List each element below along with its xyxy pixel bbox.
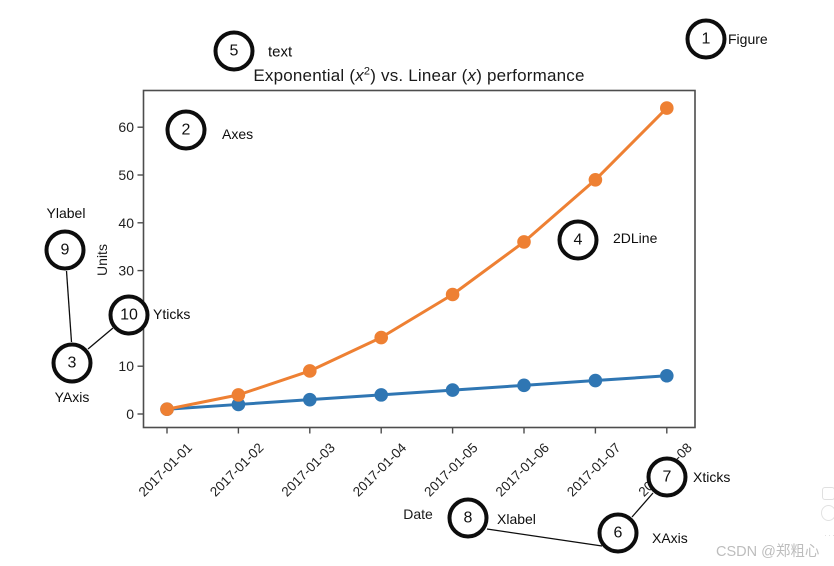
- annotation-circle-9: 9: [44, 229, 86, 271]
- x-tick-label: 2017-01-06: [493, 440, 552, 499]
- series-marker-linear: [445, 383, 460, 397]
- connector-line: [87, 327, 114, 350]
- annotation-circle-3: 3: [51, 342, 93, 384]
- edge-artifact-dots: ···: [824, 530, 834, 540]
- annotation-label-ylabel: Ylabel: [46, 205, 86, 221]
- series-marker-exponential: [303, 364, 317, 378]
- series-marker-exponential: [445, 287, 460, 302]
- title-math-x: x: [355, 66, 364, 85]
- annotation-number: 7: [662, 468, 672, 485]
- csdn-watermark: CSDN @郑粗心: [716, 544, 820, 560]
- annotation-number: 9: [60, 241, 70, 258]
- y-tick-label: 10: [118, 358, 134, 374]
- series-marker-exponential: [231, 388, 246, 402]
- annotation-number: 4: [573, 231, 583, 248]
- annotation-number: 2: [181, 121, 191, 138]
- annotation-number: 1: [701, 30, 711, 47]
- annotation-circle-8: 8: [447, 497, 489, 539]
- annotation-circle-5: 5: [213, 30, 255, 72]
- edge-artifact-icon: [822, 487, 834, 500]
- y-tick-label: 30: [118, 263, 134, 279]
- axes-spines: [142, 89, 696, 429]
- connector-line: [65, 270, 73, 343]
- x-tick-label: 2017-01-07: [564, 440, 623, 499]
- title-part: ) performance: [476, 66, 585, 85]
- annotation-circle-7: 7: [646, 456, 688, 498]
- annotation-number: 8: [463, 509, 473, 526]
- x-tick-label: 2017-01-01: [136, 440, 195, 499]
- series-marker-linear: [517, 378, 531, 393]
- x-tick-label: 2017-01-05: [421, 440, 480, 499]
- series-marker-exponential: [374, 330, 389, 345]
- annotation-number: 3: [67, 354, 77, 371]
- series-line-linear: [166, 374, 667, 411]
- y-tick-label: 0: [126, 406, 134, 422]
- annotation-circle-10: 10: [108, 294, 150, 336]
- series-marker-exponential: [517, 235, 531, 249]
- series-line-exponential: [166, 107, 668, 411]
- annotation-label-xaxis: XAxis: [652, 530, 688, 546]
- title-part: Exponential (: [253, 66, 356, 85]
- annotation-circle-2: 2: [165, 109, 207, 151]
- connector-line: [631, 492, 654, 518]
- series-marker-exponential: [160, 402, 174, 417]
- chart-title: Exponential (x2) vs. Linear (x) performa…: [143, 66, 695, 86]
- annotation-label-xlabel: Xlabel: [497, 511, 536, 527]
- x-axis-label: Date: [403, 506, 433, 522]
- annotation-label-yaxis: YAxis: [54, 389, 90, 405]
- y-tick-label: 60: [118, 119, 134, 135]
- annotation-number: 5: [229, 42, 239, 59]
- annotation-label-yticks: Yticks: [153, 306, 191, 322]
- y-tick-label: 40: [118, 215, 134, 231]
- x-tick-label: 2017-01-04: [350, 440, 410, 500]
- x-tick-label: 2017-01-03: [278, 440, 337, 499]
- series-marker-exponential: [588, 172, 603, 187]
- title-math-x: x: [467, 66, 477, 85]
- series-marker-linear: [660, 368, 674, 383]
- annotation-label-figure: Figure: [728, 31, 768, 47]
- annotation-number: 10: [120, 306, 138, 323]
- series-marker-linear: [303, 392, 317, 407]
- y-axis-label: Units: [94, 244, 110, 276]
- series-marker-exponential: [660, 101, 674, 115]
- annotation-label-text: text: [268, 43, 293, 61]
- annotation-circle-1: 1: [685, 18, 727, 60]
- connector-line: [486, 528, 603, 547]
- annotation-circle-6: 6: [597, 512, 639, 554]
- y-tick-label: 50: [118, 167, 134, 183]
- annotation-label-xticks: Xticks: [693, 469, 731, 485]
- series-marker-linear: [588, 373, 603, 388]
- series-marker-linear: [231, 397, 246, 412]
- annotation-label-2dline: 2DLine: [613, 230, 658, 246]
- title-part: ) vs. Linear (: [370, 66, 468, 85]
- series-marker-linear: [374, 388, 389, 402]
- edge-artifact-icon: [821, 505, 834, 521]
- annotation-label-axes: Axes: [222, 126, 254, 142]
- annotation-number: 6: [613, 524, 623, 541]
- x-tick-label: 2017-01-02: [207, 440, 266, 499]
- annotation-circle-4: 4: [557, 219, 599, 261]
- title-superscript: 2: [363, 65, 371, 78]
